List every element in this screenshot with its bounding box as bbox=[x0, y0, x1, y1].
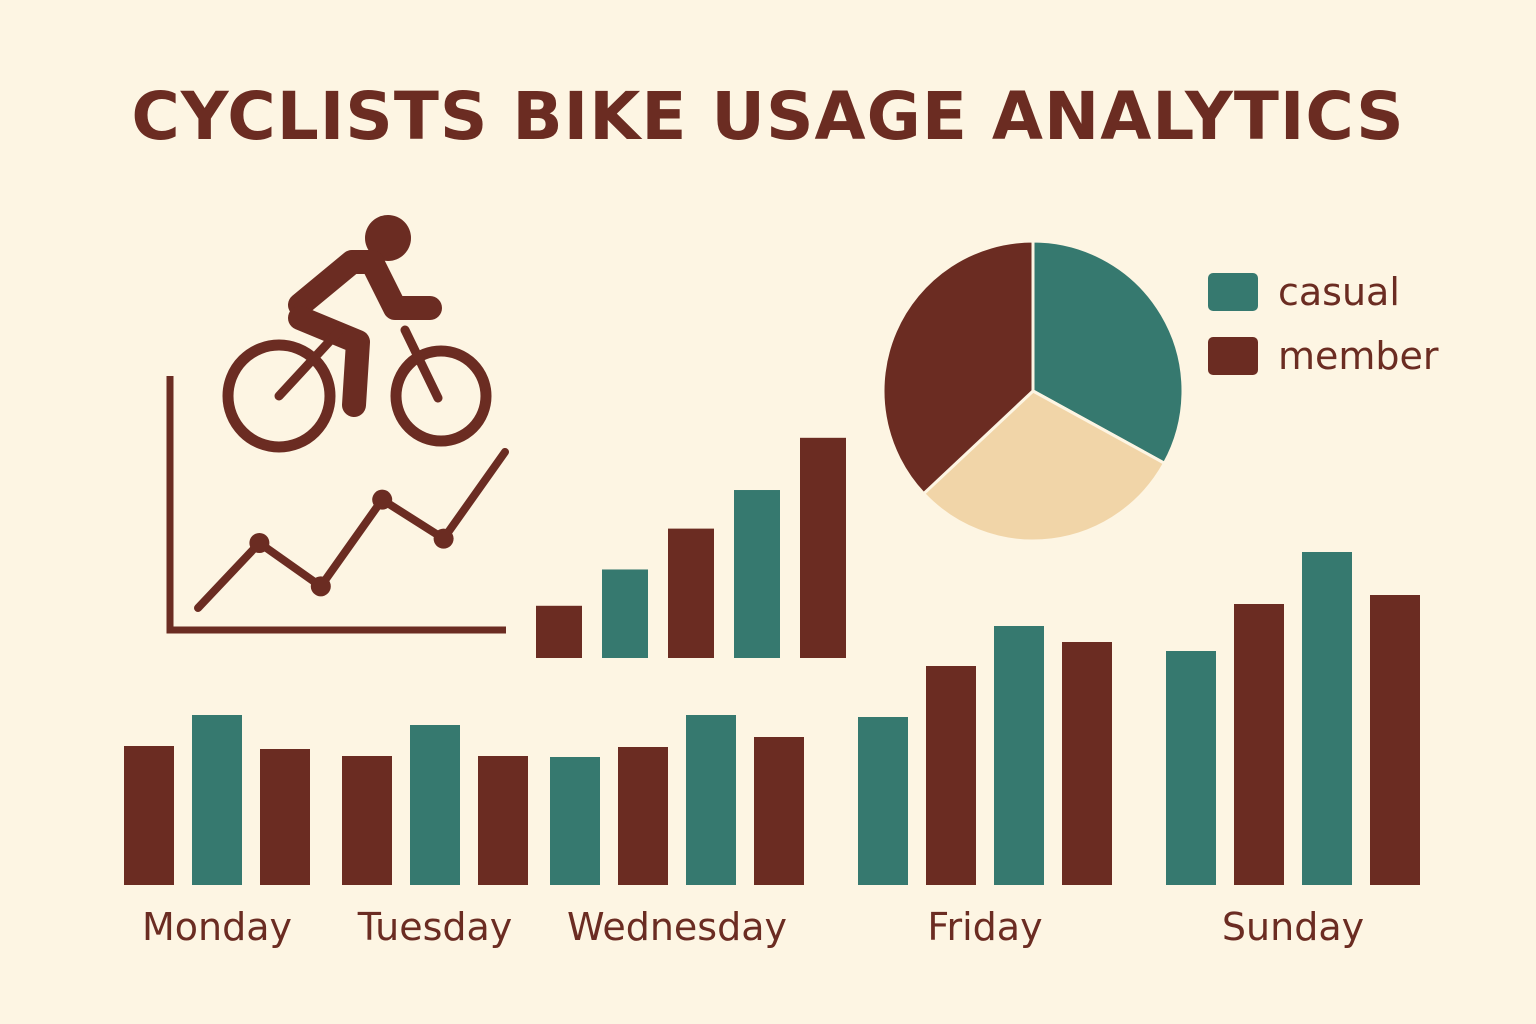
legend-label-member: member bbox=[1278, 334, 1439, 378]
line-chart-axes bbox=[166, 376, 506, 634]
day-bar bbox=[342, 756, 392, 885]
daily-bar-chart: Monday Tuesday Wednesday Friday Sunday bbox=[124, 552, 1420, 949]
day-bar bbox=[124, 746, 174, 885]
line-chart bbox=[166, 376, 509, 634]
cyclist-leg bbox=[288, 306, 370, 417]
day-bar bbox=[926, 666, 976, 885]
cyclist-front-wheel bbox=[390, 345, 492, 447]
day-bar bbox=[1062, 642, 1112, 885]
day-label: Monday bbox=[142, 905, 292, 949]
line-point bbox=[249, 533, 270, 553]
cyclist-head bbox=[365, 215, 411, 261]
mini-bar-chart bbox=[536, 437, 846, 658]
day-bar bbox=[260, 749, 310, 885]
day-bar bbox=[478, 756, 528, 885]
legend-label-casual: casual bbox=[1278, 270, 1400, 314]
day-bar bbox=[1302, 552, 1352, 885]
day-bar bbox=[192, 715, 242, 885]
pie-chart bbox=[881, 239, 1185, 543]
pie-slice bbox=[881, 239, 1035, 496]
day-bar bbox=[686, 715, 736, 885]
day-bar bbox=[1370, 595, 1420, 885]
legend: casual member bbox=[1208, 270, 1439, 400]
day-bar bbox=[994, 626, 1044, 885]
mini-bar bbox=[668, 528, 714, 658]
legend-item-member: member bbox=[1208, 334, 1439, 378]
day-bar bbox=[1234, 604, 1284, 885]
day-bar bbox=[550, 757, 600, 885]
mini-bar bbox=[734, 490, 780, 658]
cyclist-torso-arm bbox=[288, 250, 442, 320]
line-point bbox=[310, 576, 331, 597]
day-label: Wednesday bbox=[567, 905, 787, 949]
cyclist-rear-wheel bbox=[222, 339, 336, 453]
cyclist-frame bbox=[274, 325, 443, 403]
mini-bar bbox=[602, 569, 648, 658]
line-point bbox=[372, 489, 393, 510]
page-title: CYCLISTS BIKE USAGE ANALYTICS bbox=[131, 78, 1405, 155]
legend-swatch-member bbox=[1208, 337, 1258, 375]
pie-slice bbox=[921, 389, 1167, 543]
day-label: Tuesday bbox=[357, 905, 513, 949]
mini-bar bbox=[536, 605, 582, 658]
day-bar bbox=[1166, 651, 1216, 885]
pie-slice bbox=[1031, 239, 1185, 466]
day-label: Friday bbox=[927, 905, 1042, 949]
day-bar bbox=[858, 717, 908, 885]
line-series bbox=[194, 448, 509, 612]
mini-bar bbox=[800, 437, 846, 658]
cyclist-icon bbox=[222, 215, 492, 453]
legend-item-casual: casual bbox=[1208, 270, 1439, 314]
line-point bbox=[433, 528, 454, 549]
day-bar bbox=[754, 737, 804, 885]
day-label: Sunday bbox=[1222, 905, 1364, 949]
day-bar bbox=[410, 725, 460, 885]
legend-swatch-casual bbox=[1208, 273, 1258, 311]
day-bar bbox=[618, 747, 668, 885]
